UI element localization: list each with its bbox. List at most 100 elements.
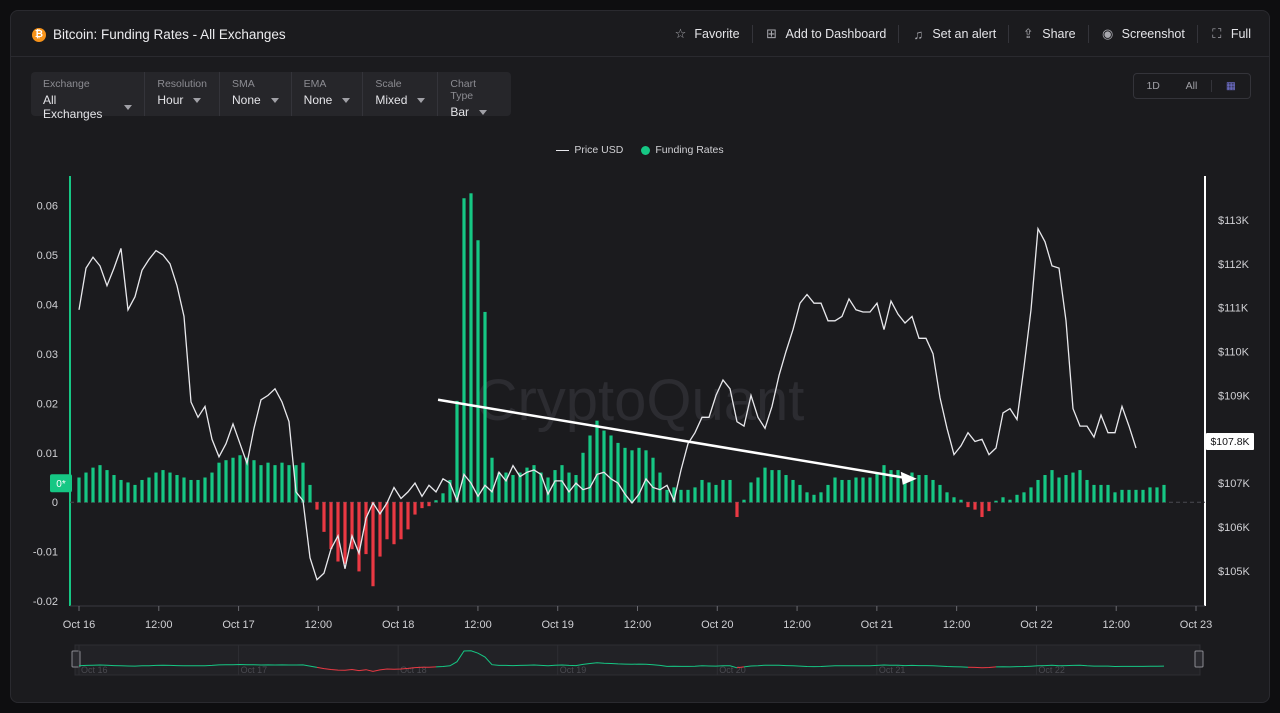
funding-bar — [1162, 484, 1166, 503]
funding-bar — [707, 482, 711, 503]
navigator-mini-line — [967, 666, 997, 669]
caret-down-icon — [270, 97, 279, 103]
funding-bar — [1071, 472, 1075, 503]
add-to-dashboard-label: Add to Dashboard — [785, 27, 887, 41]
camera-icon: ◉ — [1101, 26, 1114, 41]
y-right-tick-label: $111K — [1218, 303, 1249, 315]
funding-bar — [1148, 487, 1152, 503]
funding-bar — [546, 477, 550, 503]
funding-bar — [91, 467, 95, 503]
navigator-right-handle[interactable] — [1194, 650, 1204, 668]
funding-bar — [1036, 479, 1040, 503]
funding-bar — [441, 493, 445, 503]
funding-bar — [462, 198, 466, 503]
funding-bar — [98, 465, 102, 503]
y-right-tick-label: $106K — [1218, 522, 1250, 534]
range-1d-button[interactable]: 1D — [1146, 80, 1160, 92]
navigator-mini-line — [78, 663, 318, 668]
zero-badge-label: 0* — [56, 479, 66, 490]
funding-bar — [882, 465, 886, 503]
funding-bar — [1057, 477, 1061, 503]
funding-bar — [1134, 489, 1138, 503]
resolution-select[interactable]: Resolution Hour — [145, 72, 220, 116]
fullscreen-button[interactable]: ⛶ Full — [1198, 25, 1251, 43]
funding-bar — [959, 499, 963, 503]
share-button[interactable]: ⇪ Share — [1009, 25, 1089, 43]
funding-bar — [238, 455, 242, 503]
y-right-tick-label: $109K — [1218, 390, 1250, 402]
sma-value: None — [231, 93, 261, 107]
funding-bar — [987, 502, 991, 512]
sma-select[interactable]: SMA None — [220, 72, 292, 116]
legend-price-label: Price USD — [574, 144, 624, 156]
navigator-mini-line — [316, 666, 437, 672]
caret-down-icon — [342, 97, 351, 103]
x-tick-label: 12:00 — [1102, 619, 1130, 631]
funding-bar — [392, 502, 396, 545]
funding-bar — [1092, 484, 1096, 503]
exchange-select[interactable]: Exchange All Exchanges — [31, 72, 146, 121]
navigator-mini-line — [736, 666, 745, 669]
legend-price[interactable]: Price USD — [556, 144, 623, 156]
exchange-label: Exchange — [43, 78, 90, 90]
funding-bar — [952, 497, 956, 503]
funding-bar — [560, 465, 564, 503]
share-icon: ⇪ — [1022, 26, 1034, 41]
dashboard-add-icon: ⊞ — [766, 26, 777, 41]
favorite-button[interactable]: ☆ Favorite — [661, 25, 753, 43]
funding-bar — [1043, 475, 1047, 503]
funding-bar — [259, 465, 263, 503]
funding-bar — [1155, 487, 1159, 503]
funding-bar — [553, 470, 557, 503]
navigator-left-handle[interactable] — [71, 650, 81, 668]
fullscreen-label: Full — [1230, 27, 1251, 41]
calendar-icon[interactable]: ▦ — [1210, 80, 1250, 92]
funding-bar — [861, 477, 865, 503]
x-tick-label: 12:00 — [624, 619, 652, 631]
y-left-tick-label: 0.06 — [37, 201, 58, 213]
caret-down-icon — [124, 104, 133, 110]
funding-bar — [504, 472, 508, 503]
funding-bar — [644, 450, 648, 503]
funding-bar — [728, 479, 732, 503]
range-all-button[interactable]: All — [1185, 80, 1198, 92]
funding-bar — [896, 470, 900, 503]
funding-bar — [1078, 470, 1082, 503]
funding-bar — [651, 457, 655, 503]
add-to-dashboard-button[interactable]: ⊞ Add to Dashboard — [753, 25, 900, 43]
funding-bar — [770, 470, 774, 503]
funding-bar — [154, 472, 158, 503]
scale-select[interactable]: Scale Mixed — [363, 72, 439, 116]
navigator-label: Oct 16 — [81, 665, 108, 675]
funding-bar — [784, 475, 788, 503]
funding-bar — [721, 479, 725, 503]
funding-bar — [245, 457, 249, 503]
y-left-tick-label: 0.01 — [37, 448, 58, 460]
funding-bar — [1127, 489, 1131, 503]
funding-bar — [455, 400, 459, 503]
funding-bar — [630, 450, 634, 503]
screenshot-button[interactable]: ◉ Screenshot — [1089, 25, 1198, 43]
funding-bar — [182, 477, 186, 503]
funding-bar — [210, 472, 214, 503]
navigator-mini-line — [435, 650, 738, 669]
funding-bar — [763, 467, 767, 503]
y-right-tick-label: $110K — [1218, 347, 1250, 359]
navigator-mini-line — [743, 664, 969, 668]
funding-bar — [749, 482, 753, 503]
ema-select[interactable]: EMA None — [292, 72, 364, 116]
funding-bar — [119, 479, 123, 503]
page-title: Bitcoin: Funding Rates - All Exchanges — [53, 27, 286, 42]
legend-funding[interactable]: Funding Rates — [641, 144, 724, 156]
chart-type-select[interactable]: Chart Type Bar — [438, 72, 511, 119]
funding-bar — [609, 435, 613, 503]
funding-bar — [994, 500, 998, 503]
ema-value: None — [303, 93, 333, 107]
funding-bar — [966, 502, 970, 508]
sma-label: SMA — [231, 78, 255, 90]
set-alert-button[interactable]: ♫ Set an alert — [899, 25, 1010, 43]
chart-type-label: Chart Type — [450, 78, 477, 102]
funding-bar — [938, 484, 942, 503]
funding-bar — [371, 502, 375, 587]
